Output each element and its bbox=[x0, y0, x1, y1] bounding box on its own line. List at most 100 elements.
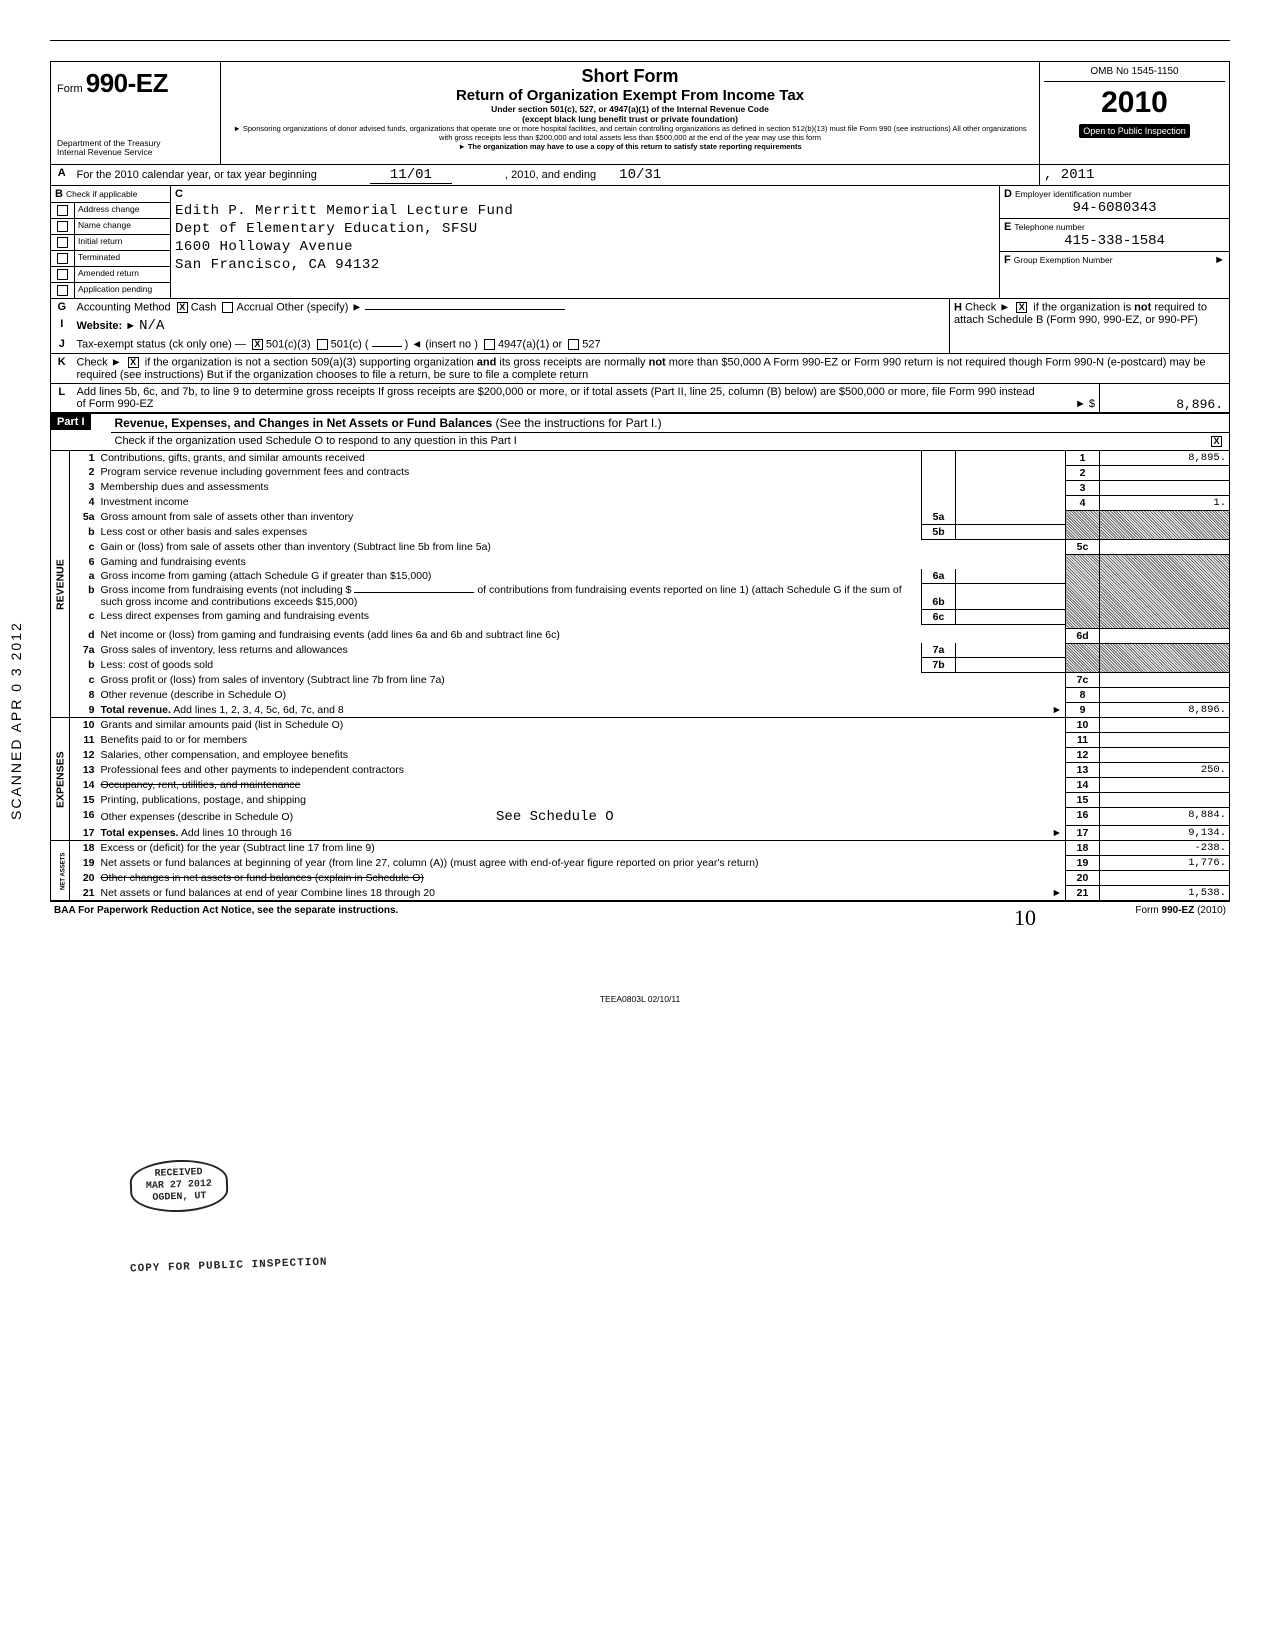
ln4-desc: Investment income bbox=[98, 495, 922, 510]
ln12-val bbox=[1100, 748, 1230, 763]
opt-527: 527 bbox=[582, 338, 600, 350]
tax-year-end: 10/31 bbox=[619, 167, 661, 183]
chk-name-change[interactable] bbox=[57, 221, 68, 232]
part1-title2: (See the instructions for Part I.) bbox=[496, 416, 662, 430]
teea-code: TEEA0803L 02/10/11 bbox=[50, 994, 1230, 1004]
l-value: 8,896. bbox=[1100, 384, 1230, 413]
tax-year-endyear: , 2011 bbox=[1044, 167, 1094, 183]
ln9-desc2: Add lines 1, 2, 3, 4, 5c, 6d, 7c, and 8 bbox=[173, 704, 343, 716]
phone-value: 415-338-1584 bbox=[1004, 233, 1225, 249]
ln8-val bbox=[1100, 688, 1230, 703]
form-prefix: Form bbox=[57, 83, 83, 95]
ln17-col: 17 bbox=[1066, 826, 1100, 841]
k-not: not bbox=[649, 356, 666, 368]
ln5b-subval bbox=[956, 525, 1066, 540]
501c-insert-no[interactable] bbox=[372, 346, 402, 347]
line-a-mid: , 2010, and ending bbox=[505, 169, 596, 181]
ln1-val: 8,895. bbox=[1100, 451, 1230, 466]
other-specify-line[interactable] bbox=[365, 309, 565, 310]
chk-initial-return[interactable] bbox=[57, 237, 68, 248]
opt-initial-return: Initial return bbox=[75, 234, 171, 250]
ln6d-desc: Net income or (loss) from gaming and fun… bbox=[98, 628, 1066, 643]
part1-lines-table: REVENUE 1 Contributions, gifts, grants, … bbox=[50, 451, 1230, 902]
chk-k[interactable]: X bbox=[128, 357, 139, 368]
footer-formref: Form bbox=[1135, 905, 1158, 916]
opt-501c3: 501(c)(3) bbox=[266, 338, 311, 350]
ln14-desc: Occupancy, rent, utilities, and maintena… bbox=[101, 779, 301, 791]
chk-app-pending[interactable] bbox=[57, 285, 68, 296]
ln3-desc: Membership dues and assessments bbox=[98, 480, 922, 495]
tax-year-begin: 11/01 bbox=[370, 167, 452, 184]
chk-h-not-required[interactable]: X bbox=[1016, 302, 1027, 313]
line-a-row: A For the 2010 calendar year, or tax yea… bbox=[50, 165, 1230, 186]
header-note1: ► Sponsoring organizations of donor advi… bbox=[229, 124, 1031, 142]
ln5c-val bbox=[1100, 540, 1230, 555]
dept-irs: Internal Revenue Service bbox=[57, 148, 214, 157]
ln6a-desc: Gross income from gaming (attach Schedul… bbox=[98, 569, 922, 584]
org-name: Edith P. Merritt Memorial Lecture Fund bbox=[171, 202, 999, 220]
part1-label: Part I bbox=[51, 414, 91, 430]
chk-schedule-o[interactable]: X bbox=[1211, 436, 1222, 447]
ln1-col: 1 bbox=[1066, 451, 1100, 466]
handwrite-10: 10 bbox=[1014, 905, 1036, 930]
ein-value: 94-6080343 bbox=[1004, 200, 1225, 216]
chk-501c3[interactable]: X bbox=[252, 339, 263, 350]
chk-501c[interactable] bbox=[317, 339, 328, 350]
ln11-val bbox=[1100, 733, 1230, 748]
ln6a-sub: 6a bbox=[922, 569, 956, 584]
ln1-no: 1 bbox=[70, 451, 98, 466]
tax-exempt-label: Tax-exempt status (ck only one) — bbox=[77, 338, 246, 350]
ln8-col: 8 bbox=[1066, 688, 1100, 703]
chk-527[interactable] bbox=[568, 339, 579, 350]
ln9-val: 8,896. bbox=[1100, 703, 1230, 718]
label-j: J bbox=[51, 336, 73, 354]
ln11-no: 11 bbox=[70, 733, 98, 748]
form-header: Form 990-EZ Department of the Treasury I… bbox=[50, 61, 1230, 165]
line-a-text: For the 2010 calendar year, or tax year … bbox=[77, 169, 317, 181]
ln5b-no: b bbox=[70, 525, 98, 540]
ln6a-subval bbox=[956, 569, 1066, 584]
arrow-f: ► bbox=[1214, 254, 1225, 266]
ln4-val: 1. bbox=[1100, 495, 1230, 510]
ln13-val: 250. bbox=[1100, 763, 1230, 778]
chk-accrual[interactable] bbox=[222, 302, 233, 313]
ln12-desc: Salaries, other compensation, and employ… bbox=[98, 748, 1066, 763]
ln6b-blank[interactable] bbox=[354, 592, 474, 593]
ln17-val: 9,134. bbox=[1100, 826, 1230, 841]
ln19-no: 19 bbox=[70, 856, 98, 871]
label-d: D bbox=[1004, 188, 1012, 200]
ln6d-no: d bbox=[70, 628, 98, 643]
form-number: 990-EZ bbox=[86, 68, 168, 98]
ln9-arrow: ► bbox=[1052, 704, 1062, 716]
ln5c-no: c bbox=[70, 540, 98, 555]
ln12-no: 12 bbox=[70, 748, 98, 763]
ln17-desc2: Add lines 10 through 16 bbox=[181, 827, 292, 839]
label-a: A bbox=[51, 165, 73, 186]
ln2-no: 2 bbox=[70, 465, 98, 480]
group-exempt-label: Group Exemption Number bbox=[1014, 255, 1113, 265]
chk-cash[interactable]: X bbox=[177, 302, 188, 313]
chk-address-change[interactable] bbox=[57, 205, 68, 216]
footer-formyr: (2010) bbox=[1197, 905, 1226, 916]
chk-terminated[interactable] bbox=[57, 253, 68, 264]
ln20-val bbox=[1100, 871, 1230, 886]
chk-4947[interactable] bbox=[484, 339, 495, 350]
ln20-desc: Other changes in net assets or fund bala… bbox=[101, 872, 424, 884]
form-number-block: Form 990-EZ bbox=[57, 68, 214, 99]
chk-amended[interactable] bbox=[57, 269, 68, 280]
ln10-desc: Grants and similar amounts paid (list in… bbox=[98, 718, 1066, 733]
received-stamp: RECEIVED MAR 27 2012 OGDEN, UT bbox=[129, 1158, 229, 1213]
ln9-desc: Total revenue. bbox=[101, 704, 171, 716]
line-k-row: K Check ► X if the organization is not a… bbox=[50, 354, 1230, 384]
side-revenue: REVENUE bbox=[51, 451, 70, 718]
label-c: C bbox=[175, 188, 183, 200]
footer-baa: BAA For Paperwork Reduction Act Notice, … bbox=[54, 905, 398, 916]
ln20-no: 20 bbox=[70, 871, 98, 886]
ln5a-desc: Gross amount from sale of assets other t… bbox=[98, 510, 922, 525]
h-text1: Check ► bbox=[965, 301, 1010, 313]
footer-row: BAA For Paperwork Reduction Act Notice, … bbox=[50, 901, 1230, 934]
org-address: 1600 Holloway Avenue bbox=[171, 238, 999, 256]
h-not: not bbox=[1134, 301, 1151, 313]
ln6b-sub: 6b bbox=[922, 583, 956, 609]
ln11-col: 11 bbox=[1066, 733, 1100, 748]
